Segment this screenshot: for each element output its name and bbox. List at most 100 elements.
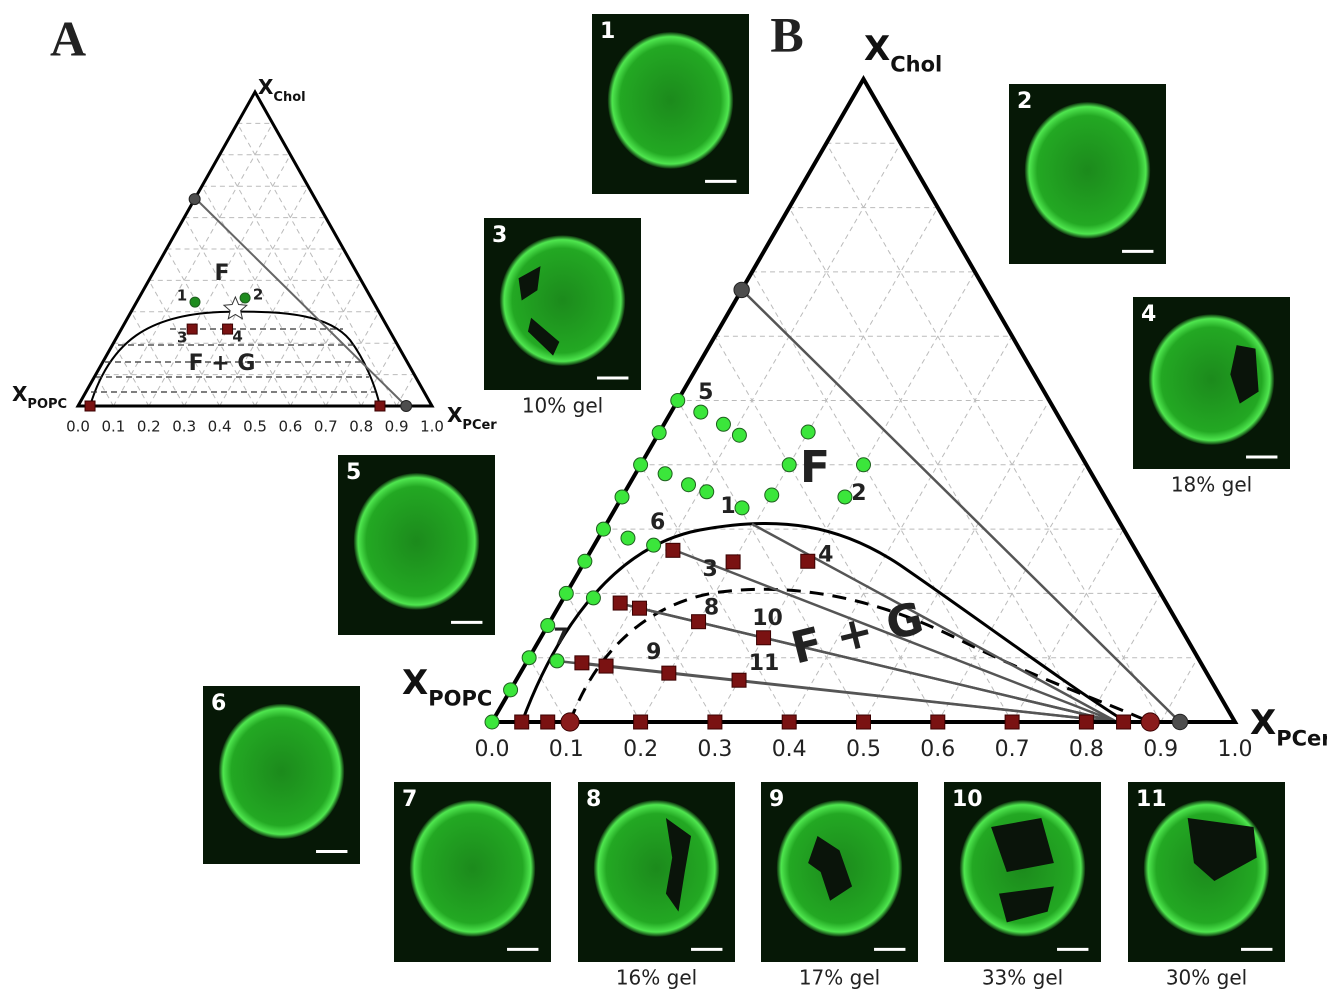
vesicle <box>608 32 734 169</box>
fluid-point <box>504 683 518 697</box>
fluid-point <box>550 654 564 668</box>
gel-point <box>187 324 197 334</box>
axis-subscript: PCer <box>462 418 497 433</box>
gel-point <box>85 401 95 411</box>
region-label: F + G <box>189 351 256 376</box>
image-caption: 30% gel <box>1166 966 1247 990</box>
tick-label: 0.2 <box>623 737 658 762</box>
micrograph: 1 <box>592 14 749 194</box>
grid-line <box>237 123 396 406</box>
fluid-point <box>765 488 779 502</box>
axis-label: XChol <box>258 75 306 105</box>
point-label: 8 <box>704 596 719 621</box>
micrograph: 1130% gel <box>1128 782 1285 990</box>
micrograph: 418% gel <box>1133 297 1290 497</box>
panel-letter: B <box>770 6 803 62</box>
gel-point <box>666 543 680 557</box>
gel-point <box>515 715 529 729</box>
gel-point <box>599 659 613 673</box>
axis-label: XChol <box>864 29 942 77</box>
fluid-point <box>634 458 648 472</box>
image-label: 9 <box>769 787 784 812</box>
image-label: 6 <box>211 691 226 716</box>
point-label: 1 <box>720 494 735 519</box>
image-label: 7 <box>402 787 417 812</box>
axis-symbol: X <box>402 663 428 703</box>
fluid-point <box>522 651 536 665</box>
endpoint <box>1172 714 1187 729</box>
gel-point <box>1117 715 1131 729</box>
image-label: 10 <box>952 787 983 812</box>
axis-symbol: X <box>258 75 274 99</box>
fluid-point <box>652 426 666 440</box>
tick-label: 0.3 <box>172 418 196 436</box>
tick-label: 0.1 <box>101 418 125 436</box>
axis-label: XPOPC <box>12 382 67 412</box>
fluid-point <box>615 490 629 504</box>
tick-label: 0.7 <box>314 418 338 436</box>
vesicle <box>500 235 626 366</box>
figure: 0.00.10.20.30.40.50.60.70.80.91.0XCholXP… <box>0 0 1327 993</box>
panel-letter: A <box>50 10 86 66</box>
tick-label: 0.7 <box>995 737 1030 762</box>
gel-point <box>541 715 555 729</box>
axis-subscript: Chol <box>273 90 305 105</box>
fluid-point <box>801 425 815 439</box>
grid-line <box>1161 658 1198 722</box>
fluid-point <box>716 417 730 431</box>
axis-symbol: X <box>1250 703 1276 743</box>
grid-line <box>1012 529 1123 722</box>
tick-label: 1.0 <box>420 418 444 436</box>
tick-label: 0.4 <box>772 737 807 762</box>
image-caption: 18% gel <box>1171 473 1252 497</box>
gel-point <box>662 666 676 680</box>
axis-subscript: Chol <box>890 52 942 76</box>
axis-label: XPOPC <box>402 663 492 711</box>
image-label: 1 <box>600 19 615 44</box>
tick-label: 0.5 <box>243 418 267 436</box>
gel-point <box>632 601 646 615</box>
fluid-point <box>671 394 685 408</box>
point-label: 9 <box>646 640 661 665</box>
tick-label: 0.8 <box>1069 737 1104 762</box>
axis-symbol: X <box>12 382 28 406</box>
tick-label: 0.9 <box>1143 737 1178 762</box>
grid-line <box>96 375 114 406</box>
fluid-point <box>596 522 610 536</box>
gel-point <box>726 555 740 569</box>
axis-label: XPCer <box>447 403 497 433</box>
axis-label: XPCer <box>1250 703 1327 751</box>
image-label: 3 <box>492 223 507 248</box>
image-caption: 17% gel <box>799 966 880 990</box>
axis-symbol: X <box>447 403 463 427</box>
point-label: 2 <box>253 285 263 303</box>
micrograph: 5 <box>338 455 495 635</box>
micrograph: 9 17% gel <box>761 782 918 990</box>
gel-point <box>634 715 648 729</box>
point-label: 5 <box>698 380 713 405</box>
point-label: 3 <box>177 329 187 347</box>
tick-label: 0.9 <box>385 418 409 436</box>
point-label: 3 <box>702 557 717 582</box>
image-label: 8 <box>586 787 601 812</box>
region-label: F <box>214 261 229 286</box>
gel-point <box>708 715 722 729</box>
vesicle <box>1025 102 1151 239</box>
fluid-point <box>559 586 573 600</box>
gel-point <box>782 715 796 729</box>
grid-line <box>864 401 1050 723</box>
point-label: 4 <box>818 542 833 567</box>
gel-point <box>575 656 589 670</box>
fluid-point <box>647 538 661 552</box>
image-caption: 16% gel <box>616 966 697 990</box>
point-label: 7 <box>553 625 568 650</box>
axis-subscript: POPC <box>428 686 492 710</box>
fluid-point <box>838 490 852 504</box>
micrograph: 8 16% gel <box>578 782 735 990</box>
fluid-point <box>578 554 592 568</box>
gel-point <box>613 596 627 610</box>
gel-point <box>732 673 746 687</box>
point-label: 10 <box>752 606 783 631</box>
